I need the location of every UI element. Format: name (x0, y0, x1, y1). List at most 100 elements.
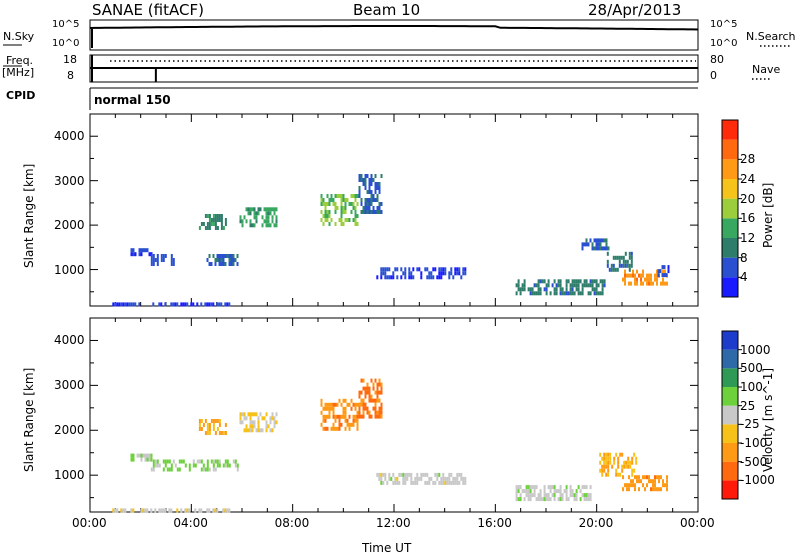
data-cell (245, 416, 248, 421)
data-cell (261, 215, 264, 220)
data-cell (206, 508, 209, 513)
data-cell (218, 463, 221, 468)
data-cell (537, 279, 540, 284)
data-cell (410, 275, 413, 280)
data-cell (442, 480, 445, 485)
data-cell (620, 255, 623, 260)
data-cell (340, 218, 343, 222)
data-cell (621, 452, 624, 457)
data-cell (656, 475, 658, 480)
nsearch-label: N.Search (746, 30, 796, 43)
data-cell (214, 431, 217, 435)
colorbar-swatch (722, 405, 738, 425)
data-region (376, 472, 467, 485)
data-cell (198, 427, 201, 431)
data-cell (220, 302, 223, 307)
data-cell (535, 485, 538, 490)
data-cell (374, 378, 377, 383)
data-cell (384, 267, 387, 272)
data-cell (358, 178, 361, 182)
data-cell (559, 279, 562, 284)
freq-tick-top: 18 (63, 53, 77, 66)
data-cell (410, 472, 413, 477)
data-cell (130, 302, 133, 307)
data-cell (356, 422, 359, 427)
data-cell (344, 406, 347, 411)
data-cell (350, 210, 353, 214)
data-cell (432, 480, 435, 485)
data-cell (334, 222, 337, 226)
data-cell (257, 211, 260, 216)
data-cell (666, 487, 668, 492)
data-cell (342, 198, 345, 202)
data-cell (460, 472, 463, 477)
data-cell (553, 489, 556, 494)
data-cell (608, 267, 611, 272)
data-cell (642, 273, 644, 278)
data-cell (627, 460, 630, 465)
data-cell (380, 406, 383, 411)
data-cell (368, 394, 371, 399)
data-cell (607, 246, 610, 251)
colorbar-swatch (722, 443, 738, 462)
data-cell (658, 487, 660, 492)
data-cell (537, 493, 540, 498)
data-cell (662, 479, 664, 484)
data-cell (326, 218, 329, 222)
data-cell (539, 497, 542, 502)
data-cell (577, 279, 580, 284)
data-cell (402, 476, 405, 481)
y-tick-label: 3000 (54, 378, 85, 393)
data-cell (553, 497, 556, 502)
data-cell (368, 398, 371, 403)
data-cell (360, 178, 363, 182)
data-cell (222, 431, 225, 435)
data-cell (208, 467, 211, 472)
data-cell (380, 386, 383, 391)
data-cell (543, 489, 546, 494)
data-cell (255, 219, 258, 224)
data-cell (579, 291, 582, 296)
data-cell (650, 273, 652, 278)
data-cell (354, 210, 357, 214)
data-cell (644, 277, 646, 282)
data-cell (640, 479, 642, 484)
data-cell (593, 291, 596, 296)
data-cell (344, 426, 347, 431)
data-cell (328, 214, 331, 218)
data-cell (616, 255, 619, 260)
data-cell (364, 394, 367, 399)
data-cell (599, 246, 602, 251)
data-cell (204, 214, 207, 218)
data-cell (629, 464, 632, 469)
data-cell (182, 459, 185, 464)
data-cell (404, 472, 407, 477)
data-cell (450, 271, 453, 276)
data-cell (625, 464, 628, 469)
colorbar-tick-label: 1000 (740, 342, 771, 357)
data-cell (214, 419, 217, 423)
data-region (515, 485, 592, 502)
data-cell (618, 255, 621, 260)
colorbar-swatch (722, 257, 738, 278)
data-cell (380, 210, 383, 214)
x-tick-label: 00:00 (72, 516, 107, 530)
data-cell (140, 252, 143, 257)
colorbar-frame (721, 330, 739, 500)
data-cell (257, 428, 260, 433)
data-cell (259, 428, 262, 433)
data-cell (208, 427, 211, 431)
data-cell (605, 460, 608, 465)
data-cell (595, 291, 598, 296)
data-cell (224, 302, 227, 307)
data-cell (204, 467, 207, 472)
data-cell (378, 378, 381, 383)
data-cell (378, 406, 381, 411)
data-cell (259, 207, 262, 212)
data-cell (634, 475, 636, 480)
data-cell (418, 476, 421, 481)
data-cell (322, 426, 325, 431)
data-cell (426, 472, 429, 477)
data-cell (658, 475, 660, 480)
